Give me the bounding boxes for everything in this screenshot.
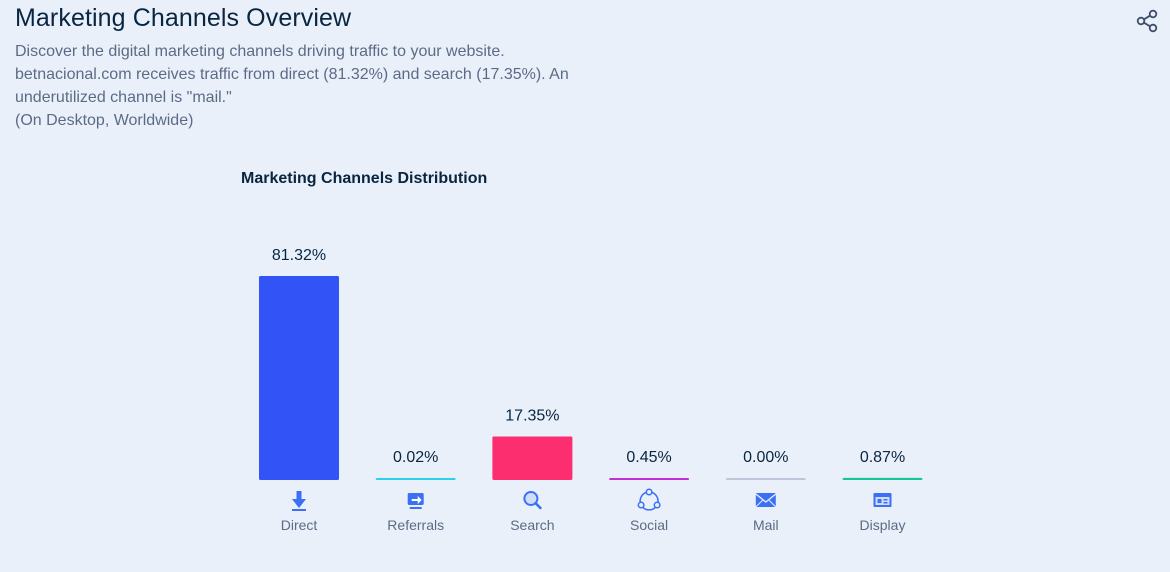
description-line: betnacional.com receives traffic from di… (15, 66, 569, 83)
description: Discover the digital marketing channels … (15, 40, 615, 132)
category-label-mail: Mail (753, 517, 779, 533)
direct-arrow-icon (292, 491, 306, 511)
category-label-display: Display (860, 517, 906, 533)
bar-display[interactable] (842, 477, 923, 480)
category-label-social: Social (630, 517, 668, 533)
social-icon (637, 488, 661, 511)
share-icon[interactable] (1134, 8, 1160, 34)
value-label-referrals: 0.02% (393, 449, 438, 466)
page-title: Marketing Channels Overview (15, 4, 352, 32)
value-label-social: 0.45% (626, 449, 671, 466)
bar-search[interactable] (492, 436, 573, 480)
referrals-icon (407, 493, 424, 509)
channels-bar-chart: 81.32% Direct 0.02% Referrals 17.35% Search 0.… (259, 247, 923, 533)
value-label-search: 17.35% (505, 407, 559, 424)
category-label-direct: Direct (281, 517, 318, 533)
bar-mail[interactable] (725, 478, 806, 480)
bar-referrals[interactable] (375, 478, 456, 480)
value-label-display: 0.87% (860, 449, 905, 466)
value-label-direct: 81.32% (272, 247, 326, 264)
description-line: underutilized channel is "mail." (15, 89, 232, 106)
category-label-referrals: Referrals (387, 517, 444, 533)
display-icon (873, 493, 892, 507)
chart-title: Marketing Channels Distribution (241, 170, 488, 187)
bar-social[interactable] (609, 478, 690, 480)
bar-direct[interactable] (259, 276, 339, 480)
description-line: (On Desktop, Worldwide) (15, 112, 194, 129)
value-label-mail: 0.00% (743, 449, 788, 466)
mail-icon (755, 493, 777, 508)
description-line: Discover the digital marketing channels … (15, 43, 505, 60)
category-label-search: Search (510, 517, 554, 533)
search-icon (523, 491, 542, 510)
